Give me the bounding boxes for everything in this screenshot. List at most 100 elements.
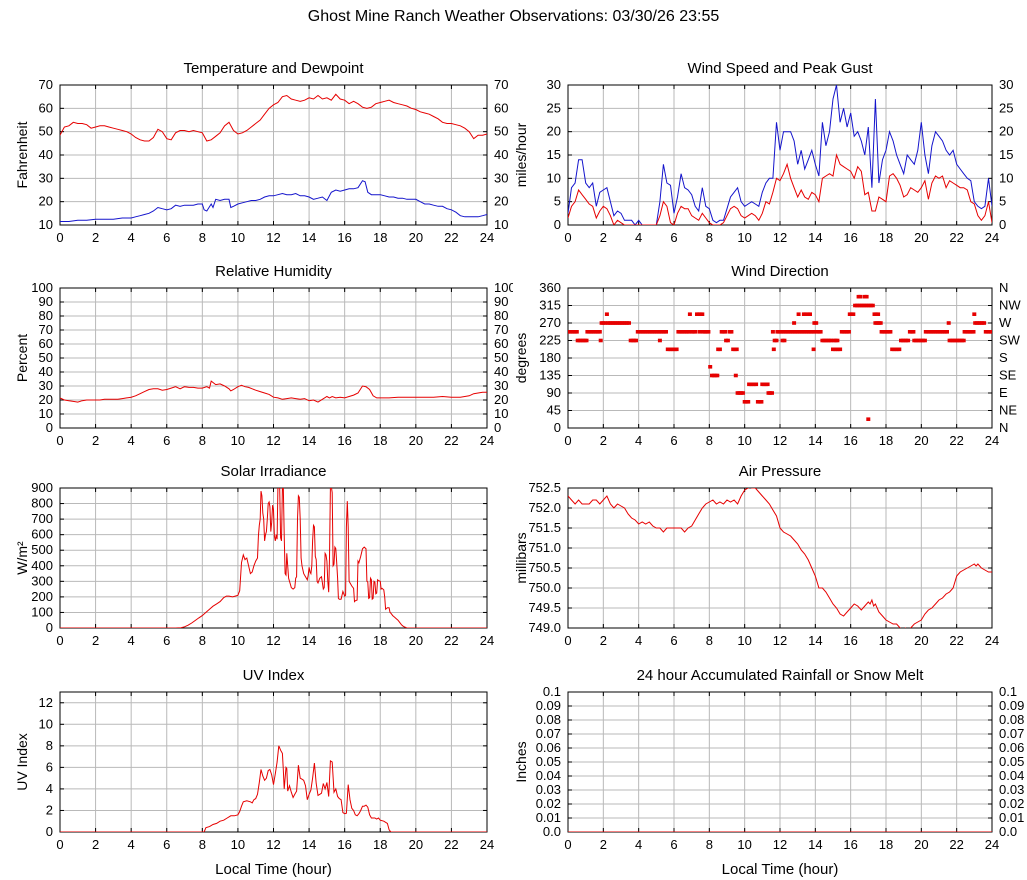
svg-text:10: 10 — [231, 633, 245, 648]
svg-text:6: 6 — [670, 230, 677, 245]
svg-text:8: 8 — [199, 230, 206, 245]
chart-wind-direction: Wind Direction 0 2 4 6 8 10 12 14 16 18 20 22 24 0 N 45 N… — [513, 262, 1027, 454]
svg-text:100: 100 — [31, 282, 53, 295]
svg-text:90: 90 — [494, 294, 508, 309]
svg-text:60: 60 — [39, 336, 53, 351]
y-axis-label: millibars — [513, 532, 529, 584]
y-axis-label: W/m² — [14, 541, 30, 575]
svg-text:22: 22 — [444, 837, 458, 852]
svg-text:N: N — [999, 420, 1008, 435]
svg-text:NW: NW — [999, 298, 1021, 313]
svg-text:20: 20 — [914, 433, 928, 448]
svg-text:0.04: 0.04 — [999, 768, 1024, 783]
svg-text:40: 40 — [39, 364, 53, 379]
svg-text:18: 18 — [879, 230, 893, 245]
svg-text:16: 16 — [337, 433, 351, 448]
svg-text:4: 4 — [46, 781, 53, 796]
page-title: Ghost Mine Ranch Weather Observations: 0… — [307, 8, 720, 25]
svg-text:360: 360 — [539, 282, 561, 295]
svg-text:90: 90 — [39, 294, 53, 309]
svg-text:25: 25 — [547, 100, 561, 115]
svg-text:20: 20 — [914, 837, 928, 852]
svg-text:30: 30 — [494, 170, 508, 185]
svg-text:749.5: 749.5 — [528, 600, 561, 615]
svg-text:10: 10 — [231, 230, 245, 245]
svg-text:22: 22 — [949, 433, 963, 448]
svg-text:20: 20 — [494, 194, 508, 209]
svg-text:4: 4 — [635, 837, 642, 852]
svg-text:60: 60 — [494, 100, 508, 115]
svg-text:0.03: 0.03 — [999, 782, 1024, 797]
svg-text:2: 2 — [92, 230, 99, 245]
svg-text:10: 10 — [231, 837, 245, 852]
svg-text:0.05: 0.05 — [536, 754, 561, 769]
chart-title: Solar Irradiance — [220, 463, 327, 480]
plot-area: 0 2 4 6 8 10 12 14 16 18 20 22 240.0 0.00.01 0.010.02 0… — [536, 686, 1025, 852]
svg-text:4: 4 — [635, 230, 642, 245]
svg-text:20: 20 — [409, 837, 423, 852]
svg-text:5: 5 — [999, 194, 1006, 209]
svg-text:50: 50 — [494, 124, 508, 139]
svg-text:752.0: 752.0 — [528, 500, 561, 515]
svg-text:30: 30 — [39, 378, 53, 393]
svg-text:10: 10 — [737, 230, 751, 245]
svg-text:W: W — [999, 315, 1012, 330]
svg-text:16: 16 — [337, 633, 351, 648]
svg-text:0.06: 0.06 — [999, 740, 1024, 755]
svg-text:0: 0 — [56, 633, 63, 648]
svg-text:315: 315 — [539, 298, 561, 313]
svg-text:0: 0 — [56, 230, 63, 245]
svg-text:300: 300 — [31, 573, 53, 588]
svg-text:18: 18 — [879, 633, 893, 648]
svg-text:12: 12 — [266, 230, 280, 245]
svg-text:0.02: 0.02 — [536, 796, 561, 811]
svg-text:0.08: 0.08 — [536, 712, 561, 727]
svg-text:8: 8 — [199, 433, 206, 448]
svg-text:2: 2 — [92, 837, 99, 852]
svg-text:800: 800 — [31, 496, 53, 511]
y-axis-label: UV Index — [14, 733, 30, 791]
x-axis-label: Local Time (hour) — [721, 861, 839, 878]
svg-text:0.05: 0.05 — [999, 754, 1024, 769]
svg-text:6: 6 — [670, 633, 677, 648]
svg-text:15: 15 — [999, 147, 1013, 162]
svg-text:70: 70 — [39, 322, 53, 337]
svg-text:SW: SW — [999, 333, 1021, 348]
svg-text:14: 14 — [302, 230, 316, 245]
svg-text:12: 12 — [773, 433, 787, 448]
plot-area: 0 2 4 6 8 10 12 14 16 18 20 22 240100200300400500600… — [31, 482, 494, 648]
svg-text:4: 4 — [128, 433, 135, 448]
svg-text:225: 225 — [539, 333, 561, 348]
svg-text:20: 20 — [547, 124, 561, 139]
svg-text:0.06: 0.06 — [536, 740, 561, 755]
svg-text:50: 50 — [39, 350, 53, 365]
svg-text:E: E — [999, 385, 1008, 400]
svg-text:24: 24 — [480, 433, 494, 448]
svg-text:80: 80 — [494, 308, 508, 323]
svg-text:6: 6 — [163, 837, 170, 852]
svg-text:4: 4 — [635, 633, 642, 648]
plot-area: 0 2 4 6 8 10 12 14 16 18 20 22 24749.0749.5750.0750.… — [528, 482, 999, 648]
svg-text:4: 4 — [635, 433, 642, 448]
svg-text:10: 10 — [547, 170, 561, 185]
svg-text:20: 20 — [409, 633, 423, 648]
svg-text:0: 0 — [46, 420, 53, 435]
svg-text:10: 10 — [999, 170, 1013, 185]
y-axis-label: degrees — [513, 332, 529, 384]
svg-text:22: 22 — [949, 633, 963, 648]
svg-text:22: 22 — [949, 837, 963, 852]
svg-text:8: 8 — [199, 837, 206, 852]
svg-text:70: 70 — [494, 322, 508, 337]
svg-text:270: 270 — [539, 315, 561, 330]
svg-text:0.0: 0.0 — [999, 824, 1017, 839]
chart-uv-index: UV Index 0 2 4 6 8 10 12 14 16 18 20 22 24 0 2 4 6 8 10 12 — [0, 666, 513, 858]
svg-text:750.0: 750.0 — [528, 580, 561, 595]
svg-text:0.01: 0.01 — [999, 810, 1024, 825]
svg-text:0.01: 0.01 — [536, 810, 561, 825]
svg-text:22: 22 — [949, 230, 963, 245]
svg-text:22: 22 — [444, 230, 458, 245]
svg-text:0.09: 0.09 — [536, 698, 561, 713]
svg-text:4: 4 — [128, 633, 135, 648]
